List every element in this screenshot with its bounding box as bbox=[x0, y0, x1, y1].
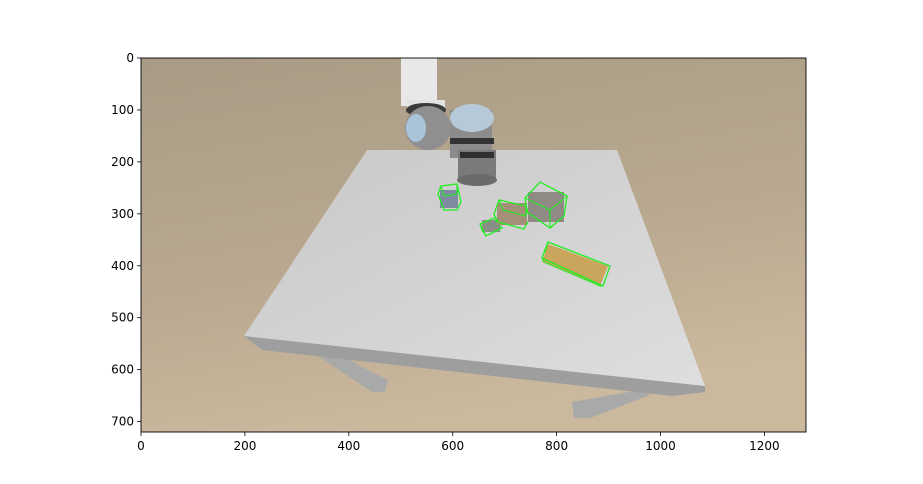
object-box-5 bbox=[541, 241, 611, 287]
axes-frame bbox=[140, 57, 807, 433]
x-tick-label: 1200 bbox=[749, 439, 780, 453]
x-tick-label: 800 bbox=[545, 439, 568, 453]
y-tick-label: 0 bbox=[126, 51, 134, 65]
y-tick-label: 700 bbox=[111, 415, 134, 429]
x-tick-label: 1000 bbox=[645, 439, 676, 453]
y-axis: 0 100 200 300 400 500 600 700 bbox=[111, 51, 141, 429]
object-box-3 bbox=[493, 199, 531, 230]
scene-image bbox=[141, 58, 806, 432]
x-tick-label: 400 bbox=[337, 439, 360, 453]
y-tick-label: 200 bbox=[111, 155, 134, 169]
y-tick-label: 600 bbox=[111, 363, 134, 377]
table-leg-right bbox=[572, 390, 650, 418]
y-tick-label: 400 bbox=[111, 259, 134, 273]
y-tick-label: 300 bbox=[111, 207, 134, 221]
x-tick-label: 0 bbox=[137, 439, 145, 453]
robot-arm bbox=[401, 58, 497, 186]
x-tick-label: 200 bbox=[233, 439, 256, 453]
table-leg-left bbox=[312, 352, 388, 392]
object-box-1 bbox=[437, 183, 462, 211]
object-box-4 bbox=[524, 181, 568, 229]
table-top bbox=[244, 150, 705, 386]
y-tick-label: 500 bbox=[111, 311, 134, 325]
x-tick-label: 600 bbox=[441, 439, 464, 453]
table-front-edge bbox=[244, 336, 705, 396]
object-box-2 bbox=[479, 217, 504, 237]
y-tick-label: 100 bbox=[111, 103, 134, 117]
x-axis: 0 200 400 600 800 1000 1200 bbox=[137, 432, 780, 453]
